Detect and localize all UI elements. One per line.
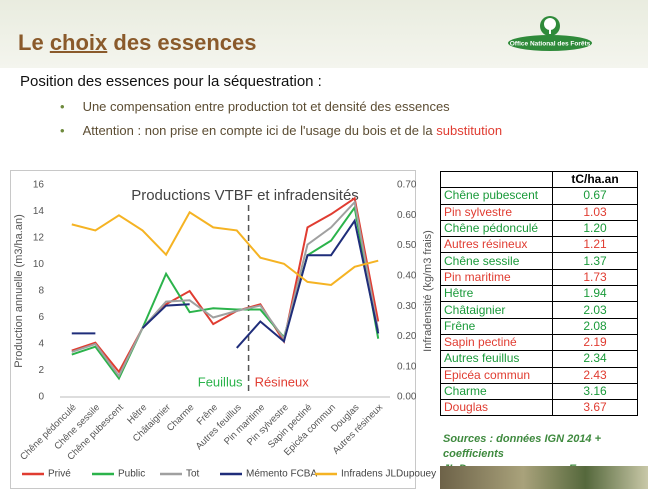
table-row: Pin maritime 1.73	[440, 268, 638, 287]
value-cell: 1.37	[552, 252, 638, 270]
title-underlined: choix	[49, 30, 108, 55]
value-cell: 2.43	[552, 366, 638, 384]
legend-label: Mémento FCBA	[246, 469, 317, 480]
value-cell: 1.20	[552, 219, 638, 238]
species-cell: Autres résineux	[440, 236, 553, 254]
species-cell: Frêne	[440, 317, 553, 335]
title-part: des essences	[113, 30, 257, 55]
species-cell: Chêne sessile	[440, 252, 553, 270]
value-cell: 1.73	[552, 268, 638, 287]
table-row: Chêne pubescent 0.67	[440, 187, 638, 205]
value-cell: 3.16	[552, 382, 638, 401]
species-cell: Hêtre	[440, 285, 553, 303]
species-cell: Epicéa commun	[440, 366, 553, 384]
value-cell: 3.67	[552, 399, 638, 417]
species-cell: Chêne pubescent	[440, 187, 553, 205]
species-cell: Chêne pédonculé	[440, 219, 553, 238]
species-cell: Douglas	[440, 399, 553, 417]
table-row: Châtaignier 2.03	[440, 301, 638, 319]
table-row: Sapin pectiné 2.19	[440, 333, 638, 352]
table-row: Chêne pédonculé 1.20	[440, 219, 638, 238]
bullet: • Une compensation entre production tot e…	[60, 99, 450, 114]
table-row: Autres feuillus 2.34	[440, 350, 638, 368]
value-cell: 1.03	[552, 203, 638, 221]
legend-label: Privé	[48, 469, 71, 480]
value-cell: 2.03	[552, 301, 638, 319]
value-cell: 2.08	[552, 317, 638, 335]
series-line	[71, 218, 380, 349]
y-tick-label: 12	[33, 233, 45, 244]
value-cell: 1.94	[552, 285, 638, 303]
table-row: Charme 3.16	[440, 382, 638, 401]
title-part: Le	[18, 30, 44, 55]
annotation: Résineux	[255, 374, 310, 389]
photo-strip	[440, 466, 648, 489]
table-row: Pin sylvestre 1.03	[440, 203, 638, 221]
species-cell: Autres feuillus	[440, 350, 553, 368]
value-cell: 2.34	[552, 350, 638, 368]
series-line	[71, 205, 380, 381]
y2-tick-label: 0.50	[397, 240, 417, 251]
value-cell: 1.21	[552, 236, 638, 254]
series-line	[71, 210, 379, 286]
y-axis-label: Production annuelle (m3/ha.an)	[13, 214, 25, 367]
y-tick-label: 0	[38, 392, 44, 403]
species-cell: Sapin pectiné	[440, 333, 553, 352]
y2-tick-label: 0.30	[397, 301, 417, 312]
species-cell: Charme	[440, 382, 553, 401]
table-row: Epicéa commun 2.43	[440, 366, 638, 384]
bullet-highlight: substitution	[436, 123, 503, 138]
y2-tick-label: 0.60	[397, 210, 417, 221]
y-tick-label: 6	[38, 312, 44, 323]
legend-label: Infradens JLDupouey	[341, 469, 436, 480]
annotation: Feuillus	[198, 374, 243, 389]
bullet-text: Attention : non prise en compte ici de l…	[82, 123, 433, 138]
y2-tick-label: 0.70	[397, 180, 417, 191]
value-cell: 2.19	[552, 333, 638, 352]
table-header-row: tC/ha.an	[440, 170, 638, 189]
series-line	[71, 196, 380, 374]
logo: Office National des Forêts	[508, 16, 592, 51]
species-cell: Pin maritime	[440, 268, 553, 287]
header-cell	[440, 170, 553, 189]
table-row: Autres résineux 1.21	[440, 236, 638, 254]
y-tick-label: 14	[33, 206, 45, 217]
chart-title: Productions VTBF et infradensités	[131, 187, 359, 204]
table-row: Hêtre 1.94	[440, 285, 638, 303]
legend-label: Tot	[186, 469, 200, 480]
table: tC/ha.an Chêne pubescent 0.67 Pin sylvestre…	[440, 170, 638, 417]
table-row: Chêne sessile 1.37	[440, 252, 638, 270]
subtitle: Position des essences pour la séquestrat…	[20, 73, 322, 90]
header-band	[0, 0, 648, 68]
y2-tick-label: 0.10	[397, 361, 417, 372]
table-row: Frêne 2.08	[440, 317, 638, 335]
y-tick-label: 4	[38, 339, 44, 350]
y2-tick-label: 0.20	[397, 331, 417, 342]
legend-label: Public	[118, 469, 145, 480]
species-cell: Châtaignier	[440, 301, 553, 319]
sources-line: Sources : données IGN 2014 + coefficient…	[443, 433, 602, 460]
logo-text: Office National des Forêts	[510, 41, 591, 48]
bullet: • Attention : non prise en compte ici de …	[60, 123, 503, 138]
species-cell: Pin sylvestre	[440, 203, 553, 221]
y-tick-label: 2	[38, 365, 44, 376]
y-tick-label: 16	[33, 180, 45, 191]
y-tick-label: 10	[33, 259, 45, 270]
slide-title: Le choix des essences	[18, 30, 257, 56]
y-tick-label: 8	[38, 286, 44, 297]
table-row: Douglas 3.67	[440, 399, 638, 417]
y2-tick-label: 0.00	[397, 392, 417, 403]
series-line	[71, 200, 380, 378]
value-cell: 0.67	[552, 187, 638, 205]
y2-tick-label: 0.40	[397, 270, 417, 281]
header-cell: tC/ha.an	[552, 170, 638, 189]
bullet-text: Une compensation entre production tot et…	[82, 99, 450, 114]
y2-axis-label: Infradensité (kg/m3 frais)	[422, 230, 434, 352]
